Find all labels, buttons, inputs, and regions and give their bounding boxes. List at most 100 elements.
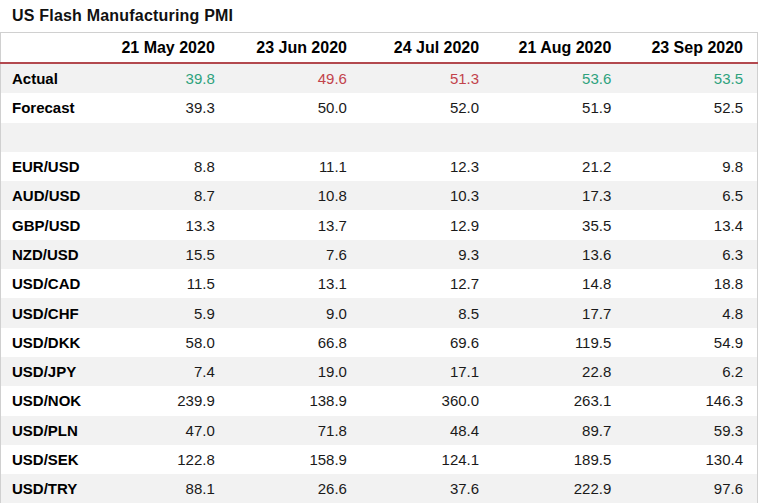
cell-value: 13.7 bbox=[229, 210, 361, 239]
cell-value: 51.3 bbox=[361, 63, 493, 93]
table-row: USD/PLN47.071.848.489.759.3 bbox=[1, 416, 758, 445]
spacer-row bbox=[1, 123, 758, 152]
cell-value bbox=[361, 123, 493, 152]
cell-value: 10.3 bbox=[361, 181, 493, 210]
cell-value: 59.3 bbox=[625, 416, 757, 445]
row-label: GBP/USD bbox=[1, 210, 97, 239]
row-label: USD/CAD bbox=[1, 269, 97, 298]
cell-value: 130.4 bbox=[625, 445, 757, 474]
cell-value: 12.9 bbox=[361, 210, 493, 239]
table-row: AUD/USD8.710.810.317.36.5 bbox=[1, 181, 758, 210]
page-title: US Flash Manufacturing PMI bbox=[0, 0, 758, 32]
cell-value: 17.3 bbox=[493, 181, 625, 210]
row-label: USD/TRY bbox=[1, 474, 97, 503]
cell-value: 51.9 bbox=[493, 93, 625, 122]
cell-value: 9.8 bbox=[625, 152, 757, 181]
row-label: Actual bbox=[1, 63, 97, 93]
cell-value: 9.0 bbox=[229, 298, 361, 327]
cell-value: 22.8 bbox=[493, 357, 625, 386]
column-header: 23 Jun 2020 bbox=[229, 33, 361, 64]
row-label: USD/CHF bbox=[1, 298, 97, 327]
cell-value: 50.0 bbox=[229, 93, 361, 122]
cell-value: 122.8 bbox=[97, 445, 229, 474]
table-row: Actual39.849.651.353.653.5 bbox=[1, 63, 758, 93]
cell-value: 8.8 bbox=[97, 152, 229, 181]
row-label: NZD/USD bbox=[1, 240, 97, 269]
cell-value: 8.5 bbox=[361, 298, 493, 327]
table-row: Forecast39.350.052.051.952.5 bbox=[1, 93, 758, 122]
row-label: USD/NOK bbox=[1, 386, 97, 415]
cell-value: 54.9 bbox=[625, 328, 757, 357]
cell-value bbox=[97, 123, 229, 152]
column-header: 21 May 2020 bbox=[97, 33, 229, 64]
row-label: USD/DKK bbox=[1, 328, 97, 357]
row-label: USD/JPY bbox=[1, 357, 97, 386]
table-row: USD/CHF5.99.08.517.74.8 bbox=[1, 298, 758, 327]
cell-value bbox=[493, 123, 625, 152]
table-row: USD/SEK122.8158.9124.1189.5130.4 bbox=[1, 445, 758, 474]
cell-value: 47.0 bbox=[97, 416, 229, 445]
cell-value: 5.9 bbox=[97, 298, 229, 327]
cell-value: 19.0 bbox=[229, 357, 361, 386]
header-corner-cell bbox=[1, 33, 97, 64]
table-row: GBP/USD13.313.712.935.513.4 bbox=[1, 210, 758, 239]
cell-value: 239.9 bbox=[97, 386, 229, 415]
cell-value: 26.6 bbox=[229, 474, 361, 503]
cell-value: 8.7 bbox=[97, 181, 229, 210]
cell-value: 97.6 bbox=[625, 474, 757, 503]
header-row: 21 May 202023 Jun 202024 Jul 202021 Aug … bbox=[1, 33, 758, 64]
cell-value: 6.5 bbox=[625, 181, 757, 210]
cell-value: 71.8 bbox=[229, 416, 361, 445]
cell-value bbox=[229, 123, 361, 152]
cell-value: 158.9 bbox=[229, 445, 361, 474]
cell-value: 35.5 bbox=[493, 210, 625, 239]
table-row: USD/CAD11.513.112.714.818.8 bbox=[1, 269, 758, 298]
cell-value: 6.2 bbox=[625, 357, 757, 386]
cell-value: 12.3 bbox=[361, 152, 493, 181]
cell-value: 39.3 bbox=[97, 93, 229, 122]
cell-value: 13.4 bbox=[625, 210, 757, 239]
cell-value: 7.6 bbox=[229, 240, 361, 269]
cell-value: 138.9 bbox=[229, 386, 361, 415]
cell-value: 11.5 bbox=[97, 269, 229, 298]
cell-value: 9.3 bbox=[361, 240, 493, 269]
table-row: USD/TRY88.126.637.6222.997.6 bbox=[1, 474, 758, 503]
cell-value: 89.7 bbox=[493, 416, 625, 445]
cell-value: 13.1 bbox=[229, 269, 361, 298]
cell-value: 17.7 bbox=[493, 298, 625, 327]
cell-value: 53.5 bbox=[625, 63, 757, 93]
cell-value: 222.9 bbox=[493, 474, 625, 503]
row-label bbox=[1, 123, 97, 152]
cell-value: 69.6 bbox=[361, 328, 493, 357]
row-label: Forecast bbox=[1, 93, 97, 122]
cell-value: 12.7 bbox=[361, 269, 493, 298]
cell-value: 13.6 bbox=[493, 240, 625, 269]
column-header: 24 Jul 2020 bbox=[361, 33, 493, 64]
table-body: Actual39.849.651.353.653.5Forecast39.350… bbox=[1, 63, 758, 503]
pmi-table: 21 May 202023 Jun 202024 Jul 202021 Aug … bbox=[0, 32, 758, 503]
column-header: 21 Aug 2020 bbox=[493, 33, 625, 64]
cell-value: 4.8 bbox=[625, 298, 757, 327]
cell-value: 11.1 bbox=[229, 152, 361, 181]
cell-value: 15.5 bbox=[97, 240, 229, 269]
table-row: USD/DKK58.066.869.6119.554.9 bbox=[1, 328, 758, 357]
column-header: 23 Sep 2020 bbox=[625, 33, 757, 64]
cell-value: 17.1 bbox=[361, 357, 493, 386]
cell-value: 21.2 bbox=[493, 152, 625, 181]
cell-value: 263.1 bbox=[493, 386, 625, 415]
cell-value: 18.8 bbox=[625, 269, 757, 298]
cell-value: 360.0 bbox=[361, 386, 493, 415]
cell-value: 52.5 bbox=[625, 93, 757, 122]
cell-value bbox=[625, 123, 757, 152]
cell-value: 6.3 bbox=[625, 240, 757, 269]
cell-value: 13.3 bbox=[97, 210, 229, 239]
cell-value: 10.8 bbox=[229, 181, 361, 210]
table-row: USD/NOK239.9138.9360.0263.1146.3 bbox=[1, 386, 758, 415]
cell-value: 124.1 bbox=[361, 445, 493, 474]
cell-value: 53.6 bbox=[493, 63, 625, 93]
row-label: AUD/USD bbox=[1, 181, 97, 210]
row-label: USD/SEK bbox=[1, 445, 97, 474]
table-row: EUR/USD8.811.112.321.29.8 bbox=[1, 152, 758, 181]
cell-value: 39.8 bbox=[97, 63, 229, 93]
cell-value: 119.5 bbox=[493, 328, 625, 357]
